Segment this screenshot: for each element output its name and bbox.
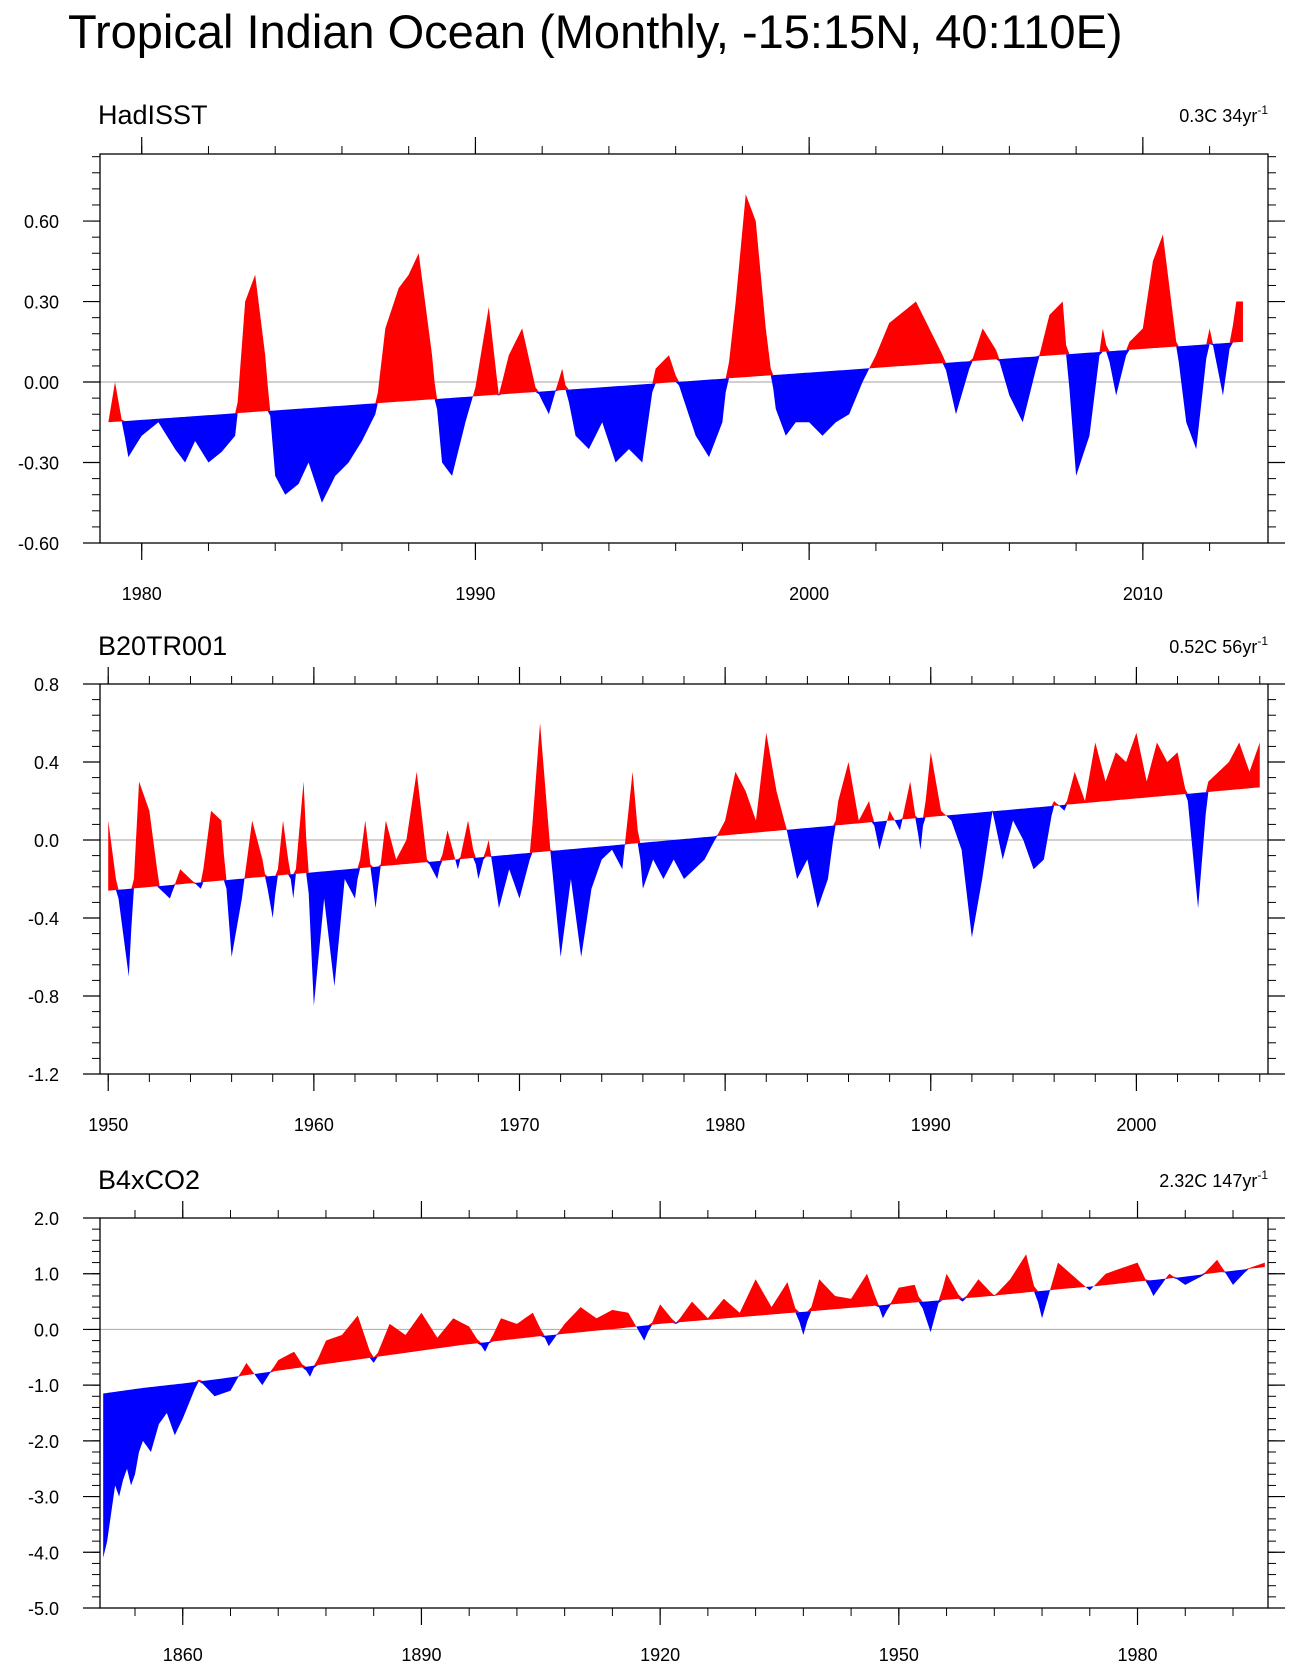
x-tick-label: 1920 [640,1645,680,1665]
trend-exponent: -1 [1257,1168,1268,1182]
plot-frame [99,153,1269,544]
x-tick-label: 1980 [122,584,162,604]
x-tick-label: 2000 [789,584,829,604]
x-tick-label: 2010 [1123,584,1163,604]
main-title: Tropical Indian Ocean (Monthly, -15:15N,… [68,5,1123,58]
y-tick-label: 0.4 [34,753,59,773]
y-tick-label: -0.30 [18,454,59,474]
y-tick-label: -0.60 [18,534,59,554]
y-tick-label: -1.0 [28,1376,59,1396]
trend-annotation: 0.52C 56yr-1 [1169,634,1268,657]
x-tick-label: 1980 [1117,1645,1157,1665]
y-axis: -5.0 -4.0 -3.0 -2.0 -1.0 0.0 1.0 2.0 [28,1209,1285,1619]
y-tick-label: 0.60 [24,212,59,232]
y-tick-label: -5.0 [28,1599,59,1619]
y-tick-label: -3.0 [28,1488,59,1508]
trend-exponent: -1 [1257,634,1268,648]
x-tick-label: 2000 [1116,1115,1156,1135]
x-tick-label: 1980 [705,1115,745,1135]
series-above-trend [108,194,1243,423]
panel-b4xco2: B4xCO2 2.32C 147yr-1 1860 1890 1920 1950 1980 -… [28,1165,1285,1665]
series-below-trend [108,787,1260,1006]
x-tick-label: 1950 [88,1115,128,1135]
y-tick-label: 1.0 [34,1265,59,1285]
x-axis: 1860 1890 1920 1950 1980 [134,1201,1234,1665]
y-tick-label: 0.0 [34,1320,59,1340]
y-tick-label: 0.30 [24,293,59,313]
y-axis: -0.60 -0.30 0.00 0.30 0.60 [18,156,1285,554]
panel-title: HadISST [98,100,208,130]
trend-text: 2.32C 147yr [1159,1171,1257,1191]
panel-title: B4xCO2 [98,1165,200,1195]
x-tick-label: 1860 [163,1645,203,1665]
x-axis: 1950 1960 1970 1980 1990 2000 [88,667,1261,1135]
y-tick-label: 0.0 [34,831,59,851]
series-above-trend [103,1254,1265,1394]
y-tick-label: -0.4 [28,909,59,929]
series-below-trend [108,341,1243,503]
panel-title: B20TR001 [98,631,227,661]
y-tick-label: -0.8 [28,987,59,1007]
y-tick-label: 2.0 [34,1209,59,1229]
series-below-trend [103,1267,1265,1558]
x-tick-label: 1960 [294,1115,334,1135]
plot-frame [99,1217,1269,1609]
y-axis: -1.2 -0.8 -0.4 0.0 0.4 0.8 [28,675,1285,1085]
trend-text: 0.52C 56yr [1169,637,1257,657]
x-tick-label: 1990 [911,1115,951,1135]
y-tick-label: -4.0 [28,1543,59,1563]
panel-b20tr001: B20TR001 0.52C 56yr-1 1950 1960 1970 1980 1990… [28,631,1285,1135]
trend-exponent: -1 [1257,103,1268,117]
trend-annotation: 2.32C 147yr-1 [1159,1168,1268,1191]
y-tick-label: 0.8 [34,675,59,695]
y-tick-label: 0.00 [24,373,59,393]
x-axis: 1980 1990 2000 2010 [122,137,1211,604]
y-tick-label: -2.0 [28,1432,59,1452]
x-tick-label: 1950 [879,1645,919,1665]
x-tick-label: 1970 [499,1115,539,1135]
trend-annotation: 0.3C 34yr-1 [1179,103,1268,126]
x-tick-label: 1990 [455,584,495,604]
trend-text: 0.3C 34yr [1179,106,1257,126]
x-tick-label: 1890 [401,1645,441,1665]
y-tick-label: -1.2 [28,1065,59,1085]
series-above-trend [108,723,1260,891]
